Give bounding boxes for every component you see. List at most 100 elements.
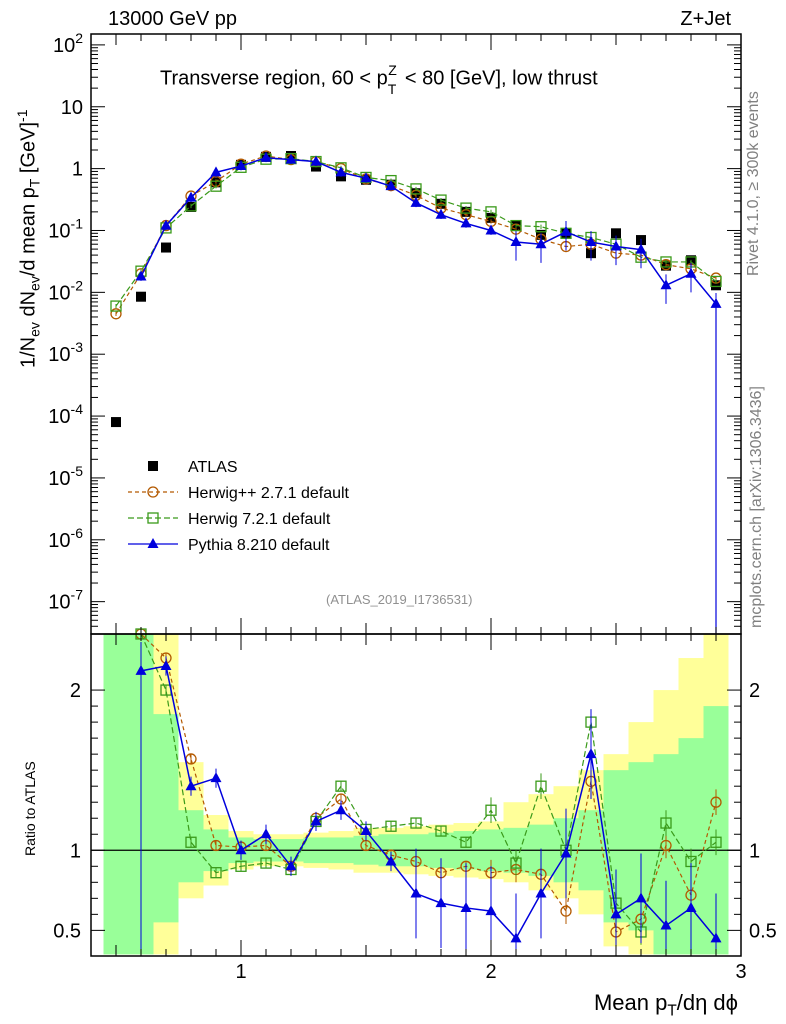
ratio-y-axis-label: Ratio to ATLAS	[22, 761, 38, 856]
data-point	[510, 236, 522, 247]
data-point	[385, 180, 397, 191]
rivet-version-label: Rivet 4.1.0, ≥ 300k events	[745, 91, 762, 276]
data-point	[110, 300, 122, 312]
y-tick-label: 102	[53, 30, 83, 57]
data-point	[710, 275, 722, 288]
ratio-point	[385, 855, 397, 866]
ratio-point	[435, 897, 447, 908]
mcplots-source-label: mcplots.cern.ch [arXiv:1306.3436]	[748, 386, 765, 628]
ratio-point	[235, 844, 247, 855]
ratio-point	[410, 887, 422, 898]
data-point	[610, 240, 622, 251]
y-tick-label: 10-5	[48, 463, 83, 490]
data-point	[660, 256, 672, 268]
band-green-bin	[153, 714, 179, 923]
ratio-point	[585, 748, 597, 759]
ratio-point	[460, 901, 472, 912]
data-point	[410, 183, 422, 195]
series-line-3	[140, 156, 717, 305]
ratio-point	[660, 817, 672, 829]
data-point	[460, 202, 472, 214]
legend-label: Pythia 8.210 default	[188, 537, 330, 554]
main-y-axis-label: 1/Nev dNev/d mean pT [GeV]-1	[14, 109, 43, 368]
data-point	[486, 212, 496, 223]
data-point	[161, 242, 171, 253]
ratio-point	[685, 901, 697, 912]
legend-marker	[147, 512, 159, 524]
ratio-point	[710, 796, 722, 808]
data-point	[260, 151, 272, 162]
ratio-line-1	[140, 633, 717, 934]
ratio-point	[410, 817, 422, 829]
ratio-point	[710, 932, 722, 943]
ratio-point	[335, 780, 347, 792]
data-point	[210, 166, 222, 177]
y-tick-label: 10-3	[48, 339, 83, 366]
ratio-y-tick-label: 2	[70, 680, 81, 702]
ratio-series-layer	[135, 628, 722, 956]
data-point	[611, 228, 621, 239]
data-point	[110, 308, 122, 320]
ratio-point	[535, 887, 547, 898]
data-point	[111, 417, 121, 428]
ratio-point	[485, 905, 497, 916]
ratio-point	[210, 867, 222, 879]
ratio-y-tick-label-right: 2	[749, 680, 760, 702]
data-point	[485, 206, 497, 218]
band-green-bin	[103, 634, 129, 955]
ratio-y-tick-label-right: 1	[749, 840, 760, 862]
ratio-point	[710, 836, 722, 848]
x-tick-label: 2	[485, 961, 496, 983]
data-point	[360, 172, 372, 183]
ratio-point	[185, 836, 197, 848]
data-point	[235, 160, 247, 171]
ratio-point	[210, 839, 222, 852]
data-point	[411, 188, 421, 199]
ratio-point	[435, 825, 447, 837]
data-point	[711, 280, 721, 291]
ratio-point	[185, 780, 197, 791]
data-point	[335, 166, 347, 177]
data-point	[535, 238, 547, 249]
ratio-y-tick-label: 0.5	[53, 920, 81, 942]
energy-label: 13000 GeV pp	[108, 8, 237, 30]
legend: ATLAS Herwig++ 2.7.1 default Herwig 7.2.1 …	[128, 459, 350, 554]
ratio-point	[285, 860, 297, 871]
x-axis-label: Mean pT/dη dϕ	[593, 990, 738, 1020]
ratio-point	[485, 804, 497, 816]
legend-label: ATLAS	[188, 459, 238, 476]
ratio-point	[360, 825, 372, 836]
analysis-id: (ATLAS_2019_I1736531)	[326, 592, 473, 607]
main-series-layer	[110, 150, 722, 634]
ratio-point	[510, 857, 522, 869]
x-tick-label: 1	[235, 961, 246, 983]
data-point	[535, 221, 547, 233]
data-point	[710, 297, 722, 308]
ratio-point	[260, 828, 272, 839]
data-point	[485, 224, 497, 235]
y-tick-label: 10-6	[48, 525, 83, 552]
data-point	[135, 270, 147, 281]
ratio-point	[510, 932, 522, 943]
legend-marker	[147, 486, 159, 498]
data-point	[685, 267, 697, 278]
data-point	[185, 191, 197, 202]
ratio-point	[560, 847, 572, 858]
y-tick-label: 10-2	[48, 277, 83, 304]
data-point	[460, 217, 472, 228]
ratio-line-2	[140, 665, 717, 940]
legend-marker	[148, 461, 158, 471]
y-tick-label: 10-4	[48, 401, 83, 428]
legend-marker	[147, 538, 159, 548]
plot-title: Transverse region, 60 < pTZ < 80 [GeV], l…	[160, 62, 598, 97]
ratio-y-tick-label: 1	[70, 840, 81, 862]
data-point	[510, 219, 522, 232]
data-point	[660, 279, 672, 290]
y-tick-label: 10-1	[48, 215, 83, 242]
data-point	[435, 194, 447, 206]
legend-label: Herwig++ 2.7.1 default	[188, 485, 350, 502]
ratio-point	[310, 815, 322, 826]
data-point	[635, 243, 647, 254]
data-point	[585, 236, 597, 247]
